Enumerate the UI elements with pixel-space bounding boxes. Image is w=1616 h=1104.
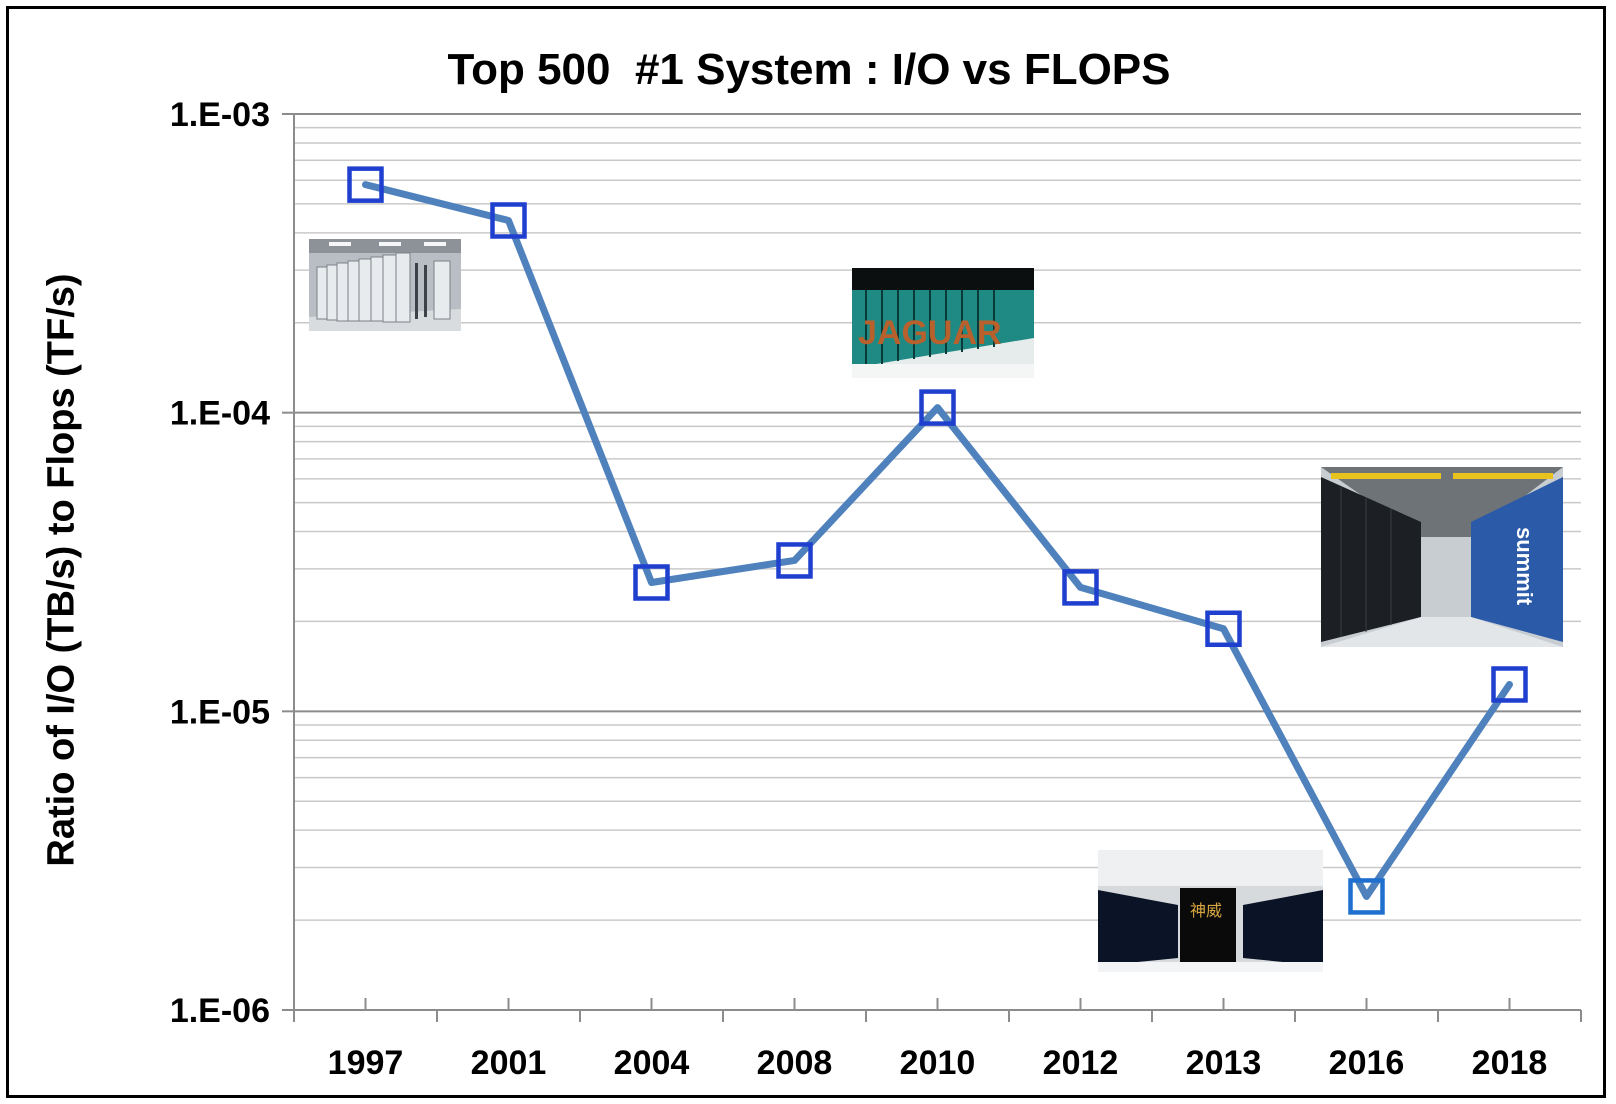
data-point-marker — [1491, 666, 1528, 703]
x-tick-label: 2018 — [1472, 1044, 1548, 1082]
data-point-marker — [490, 202, 527, 239]
data-point-marker — [633, 564, 670, 601]
data-point-marker — [1205, 610, 1242, 648]
x-tick-label: 2008 — [757, 1044, 833, 1082]
x-tick-label: 2010 — [900, 1044, 976, 1082]
x-tick-label: 2004 — [614, 1044, 690, 1082]
data-point-marker — [776, 542, 813, 579]
x-tick-label: 1997 — [328, 1044, 404, 1082]
x-tick-label: 2012 — [1043, 1044, 1119, 1082]
y-tick-label: 1.E-06 — [170, 992, 270, 1030]
summit-logo-text: summit — [1512, 527, 1537, 606]
y-tick-label: 1.E-04 — [170, 395, 270, 433]
data-point-marker — [919, 389, 956, 426]
jaguar-logo-text: JAGUAR — [858, 314, 1002, 352]
data-point-marker — [1348, 878, 1385, 915]
y-tick-label: 1.E-05 — [170, 693, 270, 731]
sunway-photo: 神威 — [1098, 850, 1323, 972]
chart-title: Top 500 #1 System : I/O vs FLOPS — [447, 45, 1171, 94]
x-tick-label: 2016 — [1329, 1044, 1405, 1082]
y-tick-label: 1.E-03 — [170, 96, 270, 134]
jaguar-photo: JAGUAR — [852, 268, 1034, 378]
asci-red-photo — [309, 239, 461, 331]
x-tick-label: 2001 — [471, 1044, 547, 1082]
x-tick-label: 2013 — [1186, 1044, 1262, 1082]
data-point-marker — [1062, 569, 1099, 606]
data-point-marker — [347, 166, 384, 203]
series-line — [362, 181, 1513, 900]
sunway-logo-text: 神威 — [1190, 902, 1222, 920]
summit-photo: summit — [1321, 467, 1563, 647]
